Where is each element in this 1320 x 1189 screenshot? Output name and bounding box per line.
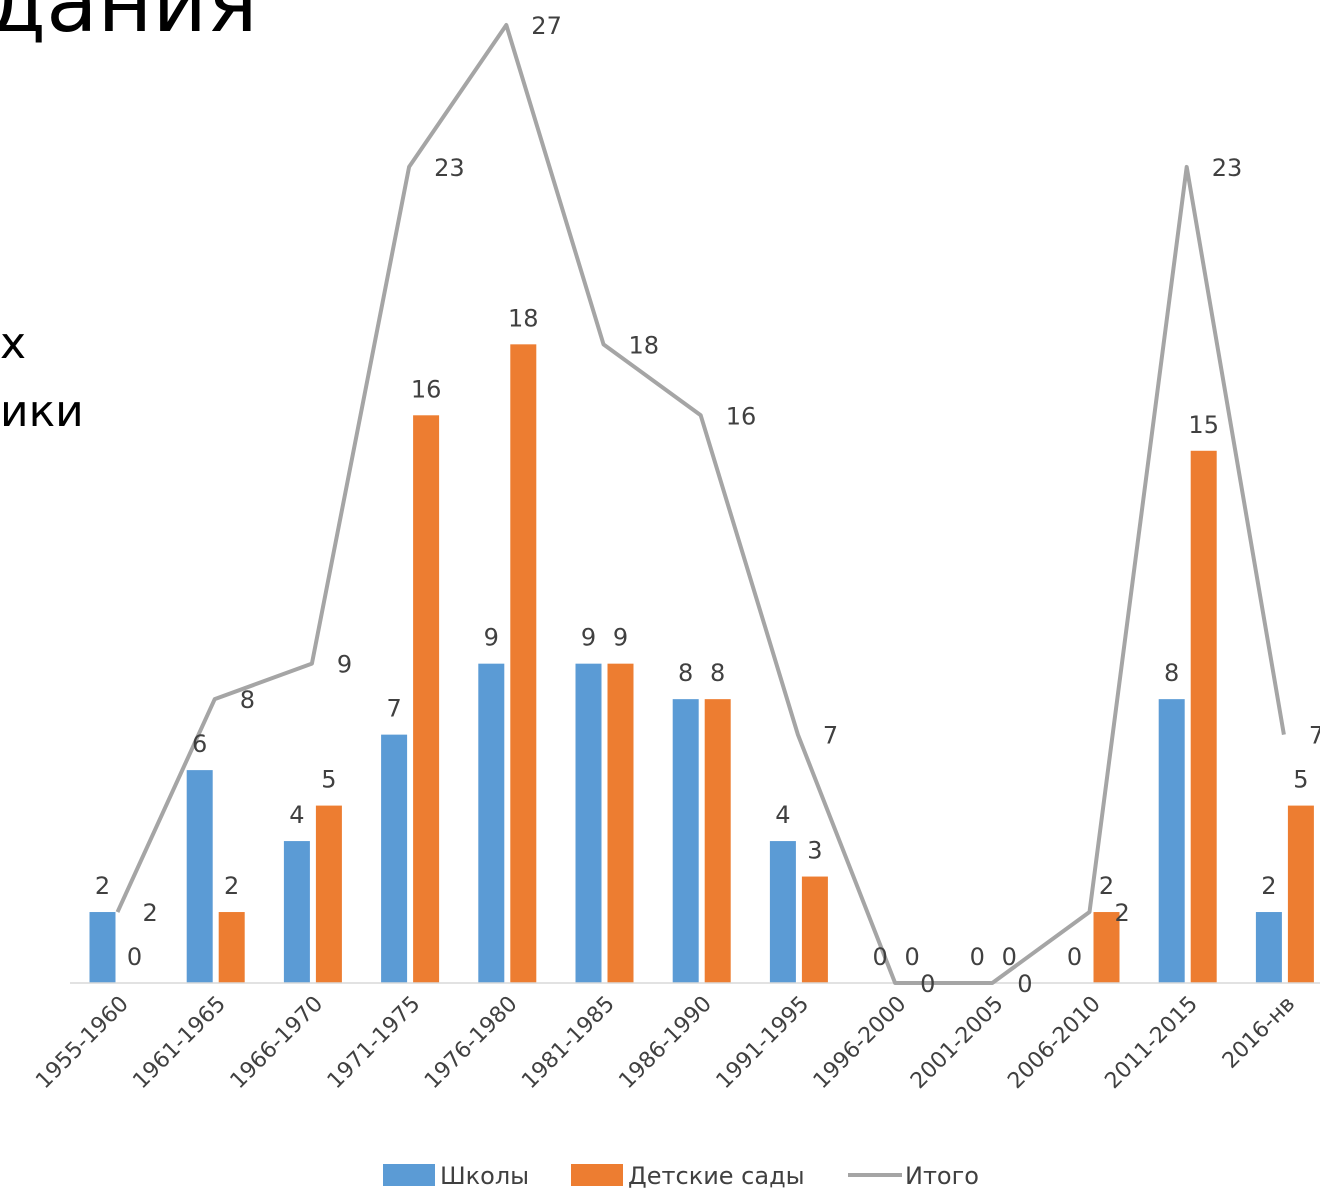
legend-label-schools: Школы bbox=[440, 1162, 529, 1189]
bars-layer bbox=[89, 344, 1314, 984]
x-tick-label: 1976-1980 bbox=[420, 992, 522, 1094]
bar-schools bbox=[1255, 912, 1282, 983]
slide-title-fragment: дания bbox=[0, 0, 258, 51]
data-label-kindergartens: 8 bbox=[710, 659, 725, 687]
x-tick-label: 2011-2015 bbox=[1100, 992, 1202, 1094]
total-line bbox=[115, 23, 1286, 985]
data-label-schools: 0 bbox=[1067, 943, 1082, 971]
x-tick-label: 2001-2005 bbox=[906, 992, 1008, 1094]
data-label-kindergartens: 9 bbox=[613, 624, 628, 652]
x-tick-labels: 1955-19601961-19651966-19701971-19751976… bbox=[31, 992, 1300, 1094]
data-label-schools: 6 bbox=[192, 730, 207, 758]
data-label-kindergartens: 16 bbox=[411, 375, 442, 403]
data-label-kindergartens: 15 bbox=[1188, 411, 1219, 439]
data-label-schools: 2 bbox=[1261, 872, 1276, 900]
data-label-kindergartens: 5 bbox=[321, 766, 336, 794]
bar-schools bbox=[89, 912, 116, 983]
data-label-total: 8 bbox=[240, 686, 255, 714]
data-label-kindergartens: 2 bbox=[1099, 872, 1114, 900]
bar-schools bbox=[186, 770, 213, 983]
data-label-total: 7 bbox=[823, 722, 838, 750]
x-tick-label: 2016-нв bbox=[1218, 992, 1300, 1074]
x-tick-label: 1986-1990 bbox=[614, 992, 716, 1094]
x-tick-label: 1961-1965 bbox=[128, 992, 230, 1094]
bar-schools bbox=[478, 663, 505, 983]
x-tick-label: 1996-2000 bbox=[809, 992, 911, 1094]
bar-schools bbox=[769, 841, 796, 983]
data-label-total: 16 bbox=[726, 402, 757, 430]
bar-kindergartens bbox=[218, 912, 245, 983]
legend-label-kindergartens: Детские сады bbox=[628, 1162, 805, 1189]
bar-kindergartens bbox=[1190, 450, 1217, 983]
bar-kindergartens bbox=[607, 663, 634, 983]
bar-kindergartens bbox=[1287, 805, 1314, 983]
bar-schools bbox=[283, 841, 310, 983]
data-label-total: 23 bbox=[434, 154, 465, 182]
bar-kindergartens bbox=[413, 415, 440, 984]
x-tick-label: 1955-1960 bbox=[31, 992, 133, 1094]
data-label-schools: 0 bbox=[872, 943, 887, 971]
data-label-total: 0 bbox=[920, 970, 935, 998]
bar-kindergartens bbox=[315, 805, 342, 983]
data-label-total: 27 bbox=[531, 12, 562, 40]
bar-kindergartens bbox=[801, 876, 828, 983]
bar-schools bbox=[1158, 699, 1185, 983]
bar-kindergartens bbox=[1093, 912, 1120, 983]
data-label-total: 2 bbox=[1115, 899, 1130, 927]
x-tick-label: 2006-2010 bbox=[1003, 992, 1105, 1094]
data-label-total: 7 bbox=[1309, 722, 1320, 750]
data-label-total: 0 bbox=[1017, 970, 1032, 998]
slide-text-fragment-2: ики bbox=[0, 386, 84, 437]
data-label-kindergartens: 5 bbox=[1293, 766, 1308, 794]
data-label-schools: 9 bbox=[581, 624, 596, 652]
data-label-total: 18 bbox=[629, 331, 660, 359]
data-label-kindergartens: 3 bbox=[807, 837, 822, 865]
x-tick-label: 1991-1995 bbox=[712, 992, 814, 1094]
data-label-schools: 0 bbox=[970, 943, 985, 971]
x-tick-label: 1966-1970 bbox=[226, 992, 328, 1094]
bar-kindergartens bbox=[510, 344, 537, 983]
legend-swatch-kindergartens bbox=[571, 1164, 623, 1186]
data-label-kindergartens: 0 bbox=[904, 943, 919, 971]
data-label-kindergartens: 0 bbox=[1002, 943, 1017, 971]
data-label-schools: 4 bbox=[775, 801, 790, 829]
legend-label-total: Итого bbox=[905, 1162, 979, 1189]
data-label-total: 23 bbox=[1212, 154, 1243, 182]
data-label-total: 2 bbox=[143, 899, 158, 927]
data-label-schools: 4 bbox=[289, 801, 304, 829]
data-label-schools: 9 bbox=[484, 624, 499, 652]
data-label-kindergartens: 0 bbox=[127, 943, 142, 971]
data-label-schools: 8 bbox=[678, 659, 693, 687]
x-tick-label: 1981-1985 bbox=[517, 992, 619, 1094]
legend: Школы Детские сады Итого bbox=[383, 1162, 979, 1189]
bar-schools bbox=[381, 734, 408, 983]
data-label-schools: 2 bbox=[95, 872, 110, 900]
bar-schools bbox=[575, 663, 602, 983]
data-label-schools: 8 bbox=[1164, 659, 1179, 687]
data-label-kindergartens: 18 bbox=[508, 304, 539, 332]
data-label-schools: 7 bbox=[386, 695, 401, 723]
x-tick-label: 1971-1975 bbox=[323, 992, 425, 1094]
bar-kindergartens bbox=[704, 699, 731, 983]
bar-schools bbox=[672, 699, 699, 983]
data-label-total: 9 bbox=[337, 651, 352, 679]
slide-text-fragment-1: х bbox=[0, 318, 27, 369]
data-label-kindergartens: 2 bbox=[224, 872, 239, 900]
legend-swatch-schools bbox=[383, 1164, 435, 1186]
